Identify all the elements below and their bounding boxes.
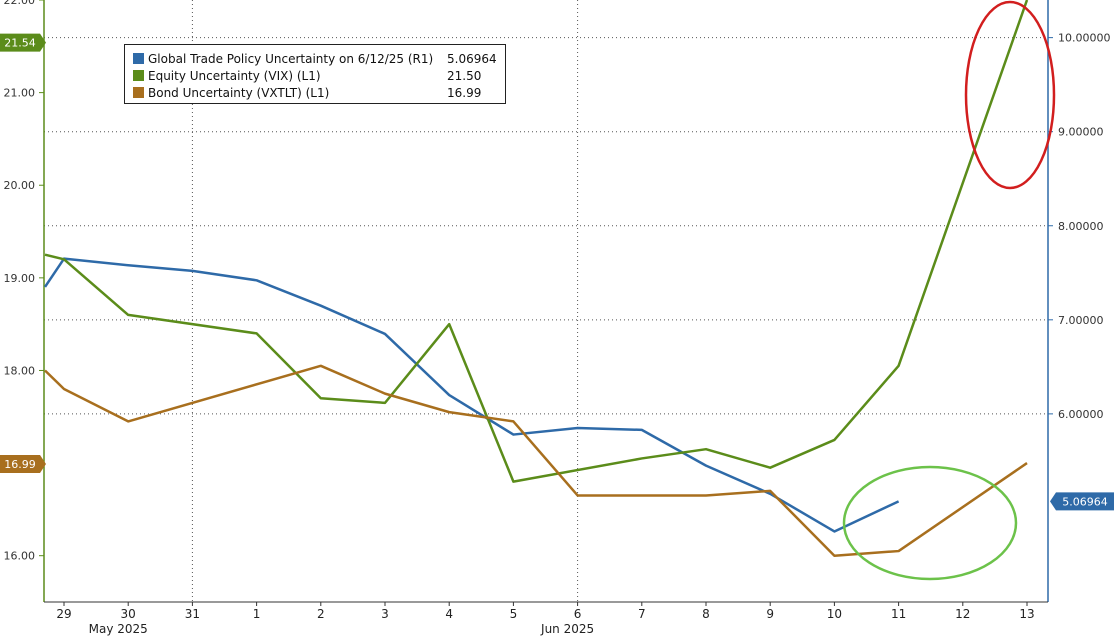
annotation-red-ellipse — [964, 0, 1056, 190]
legend-swatch — [133, 87, 144, 98]
left-axis-tick-label: 21.00 — [4, 87, 36, 100]
left-axis-tick-label: 22.00 — [4, 0, 36, 7]
series-bond-line — [44, 364, 1028, 557]
x-axis-tick-label: 31 — [185, 607, 200, 621]
legend-label: Equity Uncertainty (VIX) (L1) — [148, 68, 321, 83]
bond-value-tag: 16.99 — [4, 458, 36, 471]
x-axis-tick-label: 1 — [253, 607, 261, 621]
x-axis-tick-label: 4 — [445, 607, 453, 621]
tag-layer: 21.54 16.99 5.06964 — [0, 33, 1114, 511]
right-axis-tick-label: 8.00000 — [1058, 220, 1104, 233]
x-axis-tick-label: 2 — [317, 607, 325, 621]
right-axis-tick-label: 10.00000 — [1058, 32, 1111, 45]
x-axis-tick-label: 10 — [827, 607, 842, 621]
legend-label: Bond Uncertainty (VXTLT) (L1) — [148, 85, 330, 100]
annotation-green-ellipse — [842, 465, 1018, 581]
right-axis-tick-label: 9.00000 — [1058, 126, 1104, 139]
x-axis-tick-label: 7 — [638, 607, 646, 621]
x-axis-month-label: May 2025 — [89, 622, 148, 636]
legend-swatch — [133, 70, 144, 81]
x-axis-tick-label: 12 — [955, 607, 970, 621]
x-axis-tick-label: 8 — [702, 607, 710, 621]
annotation-layer — [842, 0, 1056, 581]
x-axis-tick-label: 9 — [766, 607, 774, 621]
equity-value-tag: 21.54 — [4, 37, 36, 50]
x-axis-month-label: Jun 2025 — [540, 622, 594, 636]
right-axis-tick-label: 6.00000 — [1058, 408, 1104, 421]
legend-item-global-trade: Global Trade Policy Uncertainty on 6/12/… — [133, 50, 499, 67]
right-axis-tick-label: 7.00000 — [1058, 314, 1104, 327]
chart-legend: Global Trade Policy Uncertainty on 6/12/… — [124, 44, 506, 104]
legend-value: 5.06964 — [447, 51, 497, 66]
series-global-trade-line — [43, 257, 900, 533]
global-trade-value-tag-bg — [1050, 492, 1114, 511]
x-axis-tick-label: 3 — [381, 607, 389, 621]
left-axis-tick-label: 20.00 — [4, 179, 36, 192]
left-axis-tick-label: 16.00 — [4, 550, 36, 563]
legend-item-bond: Bond Uncertainty (VXTLT) (L1) 16.99 — [133, 84, 499, 101]
legend-value: 16.99 — [447, 85, 482, 100]
axes-layer: 16.00 18.00 19.00 20.00 21.00 22.00 6.00000 7.0… — [4, 0, 1111, 636]
legend-value: 21.50 — [447, 68, 482, 83]
series-layer — [43, 0, 1029, 557]
global-trade-value-tag: 5.06964 — [1062, 495, 1108, 508]
legend-label: Global Trade Policy Uncertainty on 6/12/… — [148, 51, 434, 66]
x-axis-tick-label: 29 — [56, 607, 71, 621]
x-axis-tick-label: 6 — [574, 607, 582, 621]
x-axis-tick-label: 30 — [121, 607, 136, 621]
equity-value-tag-bg — [0, 33, 46, 52]
bond-value-tag-bg — [0, 455, 46, 474]
legend-swatch — [133, 53, 144, 64]
series-equity-line — [44, 0, 1029, 483]
x-axis-tick-label: 11 — [891, 607, 906, 621]
legend-item-equity: Equity Uncertainty (VIX) (L1) 21.50 — [133, 67, 499, 84]
x-axis-tick-label: 5 — [510, 607, 518, 621]
left-axis-tick-label: 19.00 — [4, 272, 36, 285]
x-axis-tick-label: 13 — [1019, 607, 1034, 621]
left-axis-tick-label: 18.00 — [4, 364, 36, 377]
